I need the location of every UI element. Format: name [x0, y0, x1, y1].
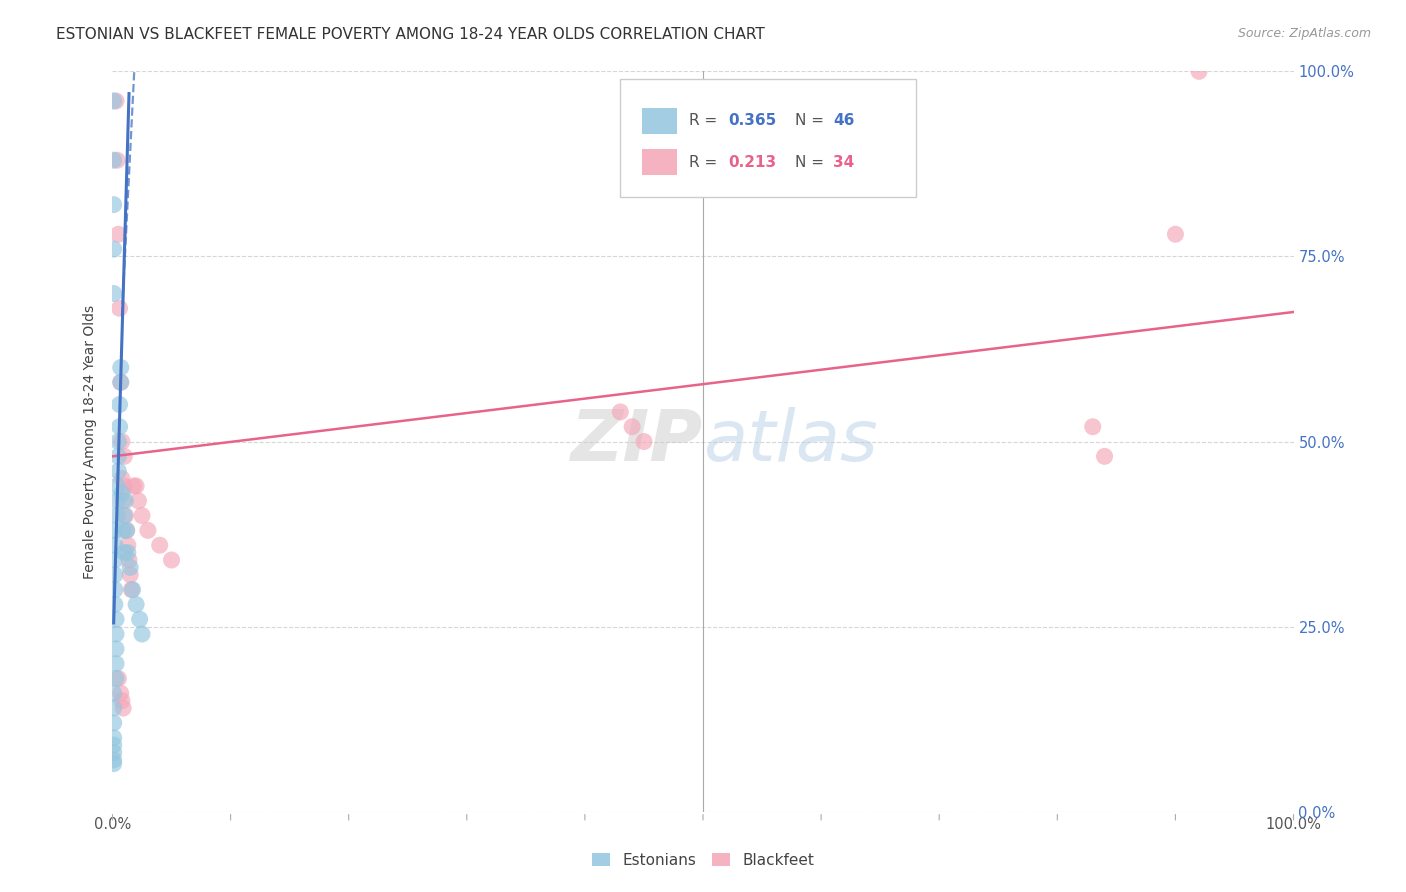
Point — [621, 419, 644, 434]
Point — [112, 524, 135, 538]
Point — [105, 627, 128, 641]
Point — [118, 553, 141, 567]
Point — [128, 612, 150, 626]
Point — [1081, 419, 1104, 434]
Point — [104, 538, 127, 552]
Text: R =: R = — [689, 155, 721, 169]
Point — [1188, 64, 1211, 78]
Point — [108, 398, 131, 412]
Text: ZIP: ZIP — [571, 407, 703, 476]
Point — [122, 479, 145, 493]
Point — [107, 672, 129, 686]
Point — [633, 434, 655, 449]
Y-axis label: Female Poverty Among 18-24 Year Olds: Female Poverty Among 18-24 Year Olds — [83, 304, 97, 579]
Point — [115, 524, 138, 538]
Point — [103, 153, 125, 168]
Point — [108, 301, 131, 316]
Point — [125, 479, 148, 493]
Point — [110, 376, 132, 390]
Point — [114, 508, 136, 523]
Point — [112, 479, 135, 493]
Point — [127, 493, 149, 508]
Point — [107, 227, 129, 242]
Point — [121, 582, 143, 597]
Point — [131, 508, 153, 523]
Point — [107, 434, 129, 449]
Point — [112, 493, 135, 508]
Point — [105, 657, 128, 671]
Text: 46: 46 — [832, 113, 855, 128]
Point — [105, 479, 128, 493]
Point — [103, 286, 125, 301]
Text: 34: 34 — [832, 155, 855, 169]
Point — [104, 598, 127, 612]
Text: Source: ZipAtlas.com: Source: ZipAtlas.com — [1237, 27, 1371, 40]
Point — [1164, 227, 1187, 242]
Point — [104, 582, 127, 597]
Point — [103, 701, 125, 715]
Point — [105, 508, 128, 523]
Text: 0.365: 0.365 — [728, 113, 776, 128]
Point — [103, 753, 125, 767]
Point — [108, 419, 131, 434]
Point — [103, 715, 125, 730]
Point — [103, 94, 125, 108]
Point — [120, 567, 142, 582]
Point — [111, 434, 134, 449]
Point — [103, 197, 125, 211]
Point — [103, 738, 125, 752]
FancyBboxPatch shape — [620, 78, 915, 197]
Point — [120, 582, 142, 597]
Point — [112, 701, 135, 715]
Point — [117, 538, 139, 552]
Point — [111, 694, 134, 708]
Legend: Estonians, Blackfeet: Estonians, Blackfeet — [585, 845, 821, 875]
Point — [105, 641, 128, 656]
Point — [103, 731, 125, 745]
Point — [103, 756, 125, 771]
Point — [105, 612, 128, 626]
Bar — [641, 150, 678, 176]
Text: R =: R = — [689, 113, 721, 128]
Point — [117, 546, 139, 560]
Text: ESTONIAN VS BLACKFEET FEMALE POVERTY AMONG 18-24 YEAR OLDS CORRELATION CHART: ESTONIAN VS BLACKFEET FEMALE POVERTY AMO… — [56, 27, 765, 42]
Point — [104, 567, 127, 582]
Text: atlas: atlas — [703, 407, 877, 476]
Text: N =: N = — [796, 113, 830, 128]
Point — [131, 627, 153, 641]
Point — [105, 672, 128, 686]
Point — [111, 486, 134, 500]
Text: N =: N = — [796, 155, 830, 169]
Bar — [641, 108, 678, 134]
Point — [120, 560, 142, 574]
Point — [103, 686, 125, 700]
Point — [112, 450, 135, 464]
Text: 0.213: 0.213 — [728, 155, 776, 169]
Point — [136, 524, 159, 538]
Point — [112, 508, 135, 523]
Point — [115, 524, 138, 538]
Point — [110, 360, 132, 375]
Point — [104, 524, 127, 538]
Point — [105, 153, 128, 168]
Point — [125, 598, 148, 612]
Point — [103, 242, 125, 256]
Point — [114, 493, 136, 508]
Point — [107, 450, 129, 464]
Point — [111, 471, 134, 485]
Point — [103, 746, 125, 760]
Point — [105, 94, 128, 108]
Point — [1094, 450, 1116, 464]
Point — [609, 405, 631, 419]
Point — [112, 546, 135, 560]
Point — [105, 493, 128, 508]
Point — [110, 376, 132, 390]
Point — [160, 553, 183, 567]
Point — [107, 464, 129, 478]
Point — [104, 553, 127, 567]
Point — [110, 686, 132, 700]
Point — [149, 538, 172, 552]
